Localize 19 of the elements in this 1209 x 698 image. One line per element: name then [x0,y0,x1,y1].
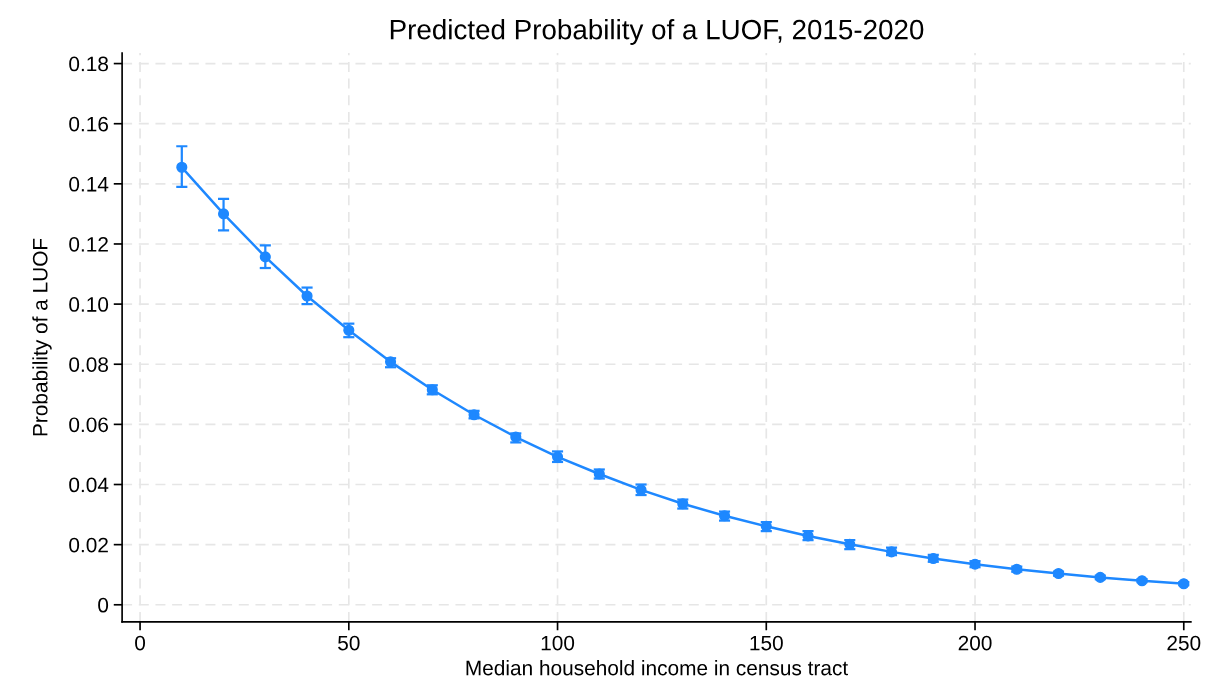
y-tick-label: 0.18 [69,56,109,72]
x-axis-title: Median household income in census tract [466,660,849,676]
x-tick-label: 100 [541,635,575,651]
x-tick-label: 50 [338,635,360,651]
y-tick-label: 0.08 [69,357,109,372]
y-tick-label: 0.10 [69,297,109,312]
y-axis-title: Probability of a LUOF [32,238,52,436]
x-tick-label: 200 [958,635,992,651]
y-tick-label: 0.06 [69,417,108,433]
y-tick-label: 0 [98,597,109,613]
y-tick-label: 0.14 [69,176,109,192]
y-tick-label: 0.04 [69,477,109,493]
x-tick-label: 250 [1167,635,1201,651]
x-tick-label: 150 [750,635,783,651]
y-tick-label: 0.12 [69,236,108,252]
y-tick-label: 0.02 [69,537,108,553]
y-tick-label: 0.16 [69,116,108,132]
x-tick-label: 0 [135,635,146,651]
chart-title: Predicted Probability of a LUOF, 2015-2020 [390,19,924,45]
